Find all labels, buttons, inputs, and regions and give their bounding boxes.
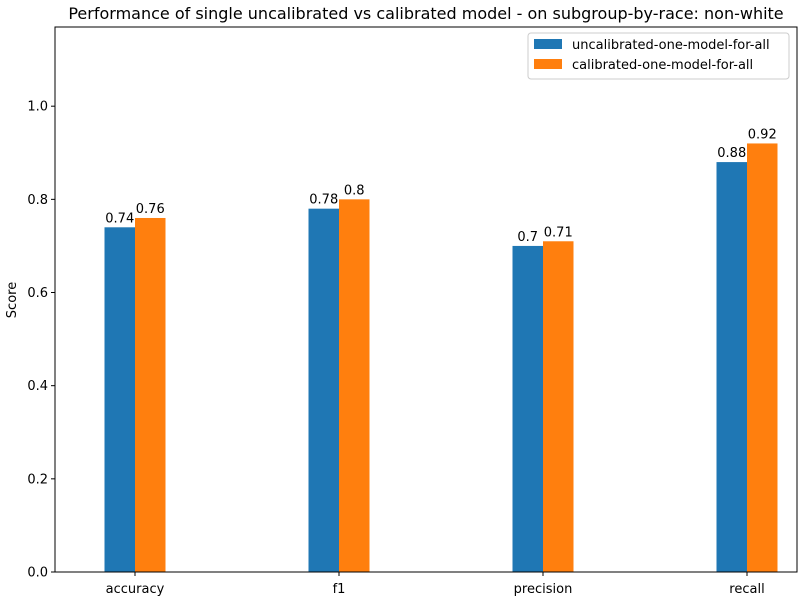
data-label-1-f1: 0.8 [344, 183, 365, 198]
legend-label-0: uncalibrated-one-model-for-all [572, 38, 770, 53]
data-label-1-recall: 0.92 [748, 127, 777, 142]
bar-1-recall [747, 143, 778, 572]
legend-swatch-0 [534, 39, 562, 49]
y-tick-label-2: 0.4 [27, 379, 48, 394]
bar-1-accuracy [135, 217, 166, 572]
bar-1-f1 [339, 199, 370, 572]
bar-0-precision [512, 245, 543, 572]
x-tick-label-accuracy: accuracy [106, 582, 165, 597]
bar-0-f1 [308, 208, 339, 572]
legend-swatch-1 [534, 59, 562, 69]
data-label-0-recall: 0.88 [717, 146, 746, 161]
y-tick-label-3: 0.6 [27, 286, 48, 301]
data-label-0-precision: 0.7 [517, 230, 538, 245]
chart-title: Performance of single uncalibrated vs ca… [68, 4, 783, 23]
legend-box [527, 32, 790, 80]
bar-0-accuracy [104, 227, 135, 573]
plot-area: 0.74 0.78 0.7 0.88 0.76 0.8 0.71 0.92 0.0 0.2 0.4 0… [27, 26, 798, 597]
data-label-0-f1: 0.78 [309, 193, 338, 208]
y-tick-label-0: 0.0 [27, 566, 48, 581]
plot-frame [54, 26, 798, 573]
x-tick-label-recall: recall [729, 582, 764, 597]
x-tick-label-precision: precision [514, 582, 573, 597]
data-label-1-accuracy: 0.76 [136, 202, 165, 217]
x-tick-label-f1: f1 [333, 582, 346, 597]
y-tick-label-4: 0.8 [27, 193, 48, 208]
legend-label-1: calibrated-one-model-for-all [572, 58, 753, 73]
y-axis-label: Score [5, 282, 20, 318]
y-tick-label-5: 1.0 [27, 100, 48, 115]
data-label-0-accuracy: 0.74 [105, 211, 134, 226]
bar-1-precision [543, 241, 574, 572]
data-label-1-precision: 0.71 [544, 225, 573, 240]
legend: uncalibrated-one-model-for-all calibrated… [527, 32, 790, 80]
y-tick-label-1: 0.2 [27, 472, 48, 487]
bar-0-recall [716, 162, 747, 573]
